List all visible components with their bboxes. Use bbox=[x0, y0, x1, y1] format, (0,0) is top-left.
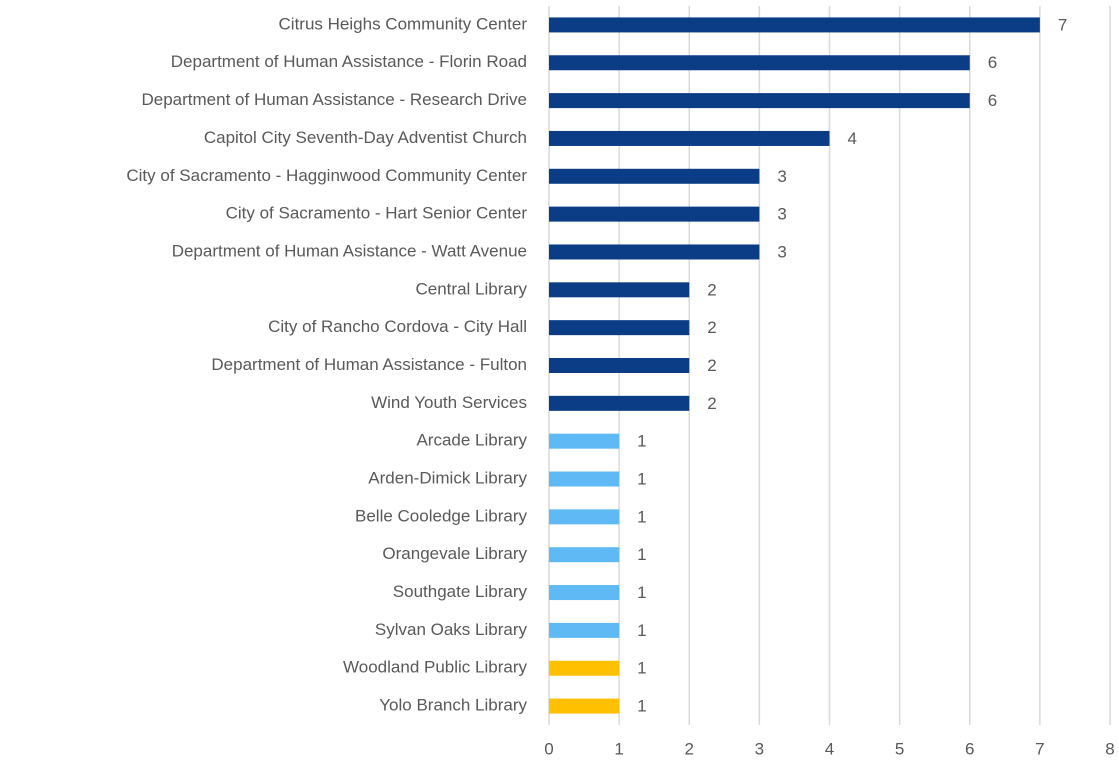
value-label: 1 bbox=[637, 583, 646, 602]
y-tick-label: Belle Cooledge Library bbox=[355, 506, 527, 525]
x-tick-label: 6 bbox=[965, 739, 974, 758]
value-label: 2 bbox=[707, 318, 716, 337]
value-label: 1 bbox=[637, 659, 646, 678]
value-label: 6 bbox=[988, 91, 997, 110]
bar bbox=[549, 660, 620, 676]
value-label: 3 bbox=[777, 242, 786, 261]
bar bbox=[549, 93, 970, 109]
y-tick-label: Department of Human Asistance - Watt Ave… bbox=[172, 241, 527, 260]
x-tick-label: 5 bbox=[895, 739, 904, 758]
bar bbox=[549, 55, 970, 71]
y-tick-label: Department of Human Assistance - Researc… bbox=[142, 90, 528, 109]
x-tick-label: 7 bbox=[1035, 739, 1044, 758]
bar bbox=[549, 547, 620, 563]
y-tick-label: Woodland Public Library bbox=[343, 658, 527, 677]
y-tick-label: Central Library bbox=[416, 279, 528, 298]
bar bbox=[549, 282, 690, 298]
y-tick-label: Capitol City Seventh-Day Adventist Churc… bbox=[204, 128, 527, 147]
bar bbox=[549, 395, 690, 411]
value-label: 1 bbox=[637, 507, 646, 526]
value-label: 1 bbox=[637, 621, 646, 640]
y-tick-label: Sylvan Oaks Library bbox=[375, 620, 528, 639]
bar bbox=[549, 168, 760, 184]
value-label: 3 bbox=[777, 167, 786, 186]
x-tick-label: 0 bbox=[544, 739, 553, 758]
x-tick-label: 1 bbox=[614, 739, 623, 758]
bar bbox=[549, 585, 620, 601]
bar bbox=[549, 509, 620, 525]
value-label: 6 bbox=[988, 53, 997, 72]
y-tick-label: Orangevale Library bbox=[382, 544, 527, 563]
value-label: 1 bbox=[637, 432, 646, 451]
value-label: 1 bbox=[637, 545, 646, 564]
bar bbox=[549, 320, 690, 336]
bar bbox=[549, 130, 830, 146]
x-tick-label: 3 bbox=[755, 739, 764, 758]
value-label: 3 bbox=[777, 205, 786, 224]
bar bbox=[549, 433, 620, 449]
y-tick-label: Department of Human Assistance - Florin … bbox=[171, 52, 527, 71]
bar bbox=[549, 17, 1040, 33]
value-label: 1 bbox=[637, 470, 646, 489]
y-tick-label: Wind Youth Services bbox=[371, 393, 527, 412]
value-label: 7 bbox=[1058, 15, 1067, 34]
value-label: 2 bbox=[707, 356, 716, 375]
value-label: 2 bbox=[707, 280, 716, 299]
bar bbox=[549, 244, 760, 260]
x-tick-label: 4 bbox=[825, 739, 834, 758]
y-tick-label: Arcade Library bbox=[416, 431, 527, 450]
bar bbox=[549, 206, 760, 222]
bar bbox=[549, 698, 620, 714]
y-tick-label: Southgate Library bbox=[393, 582, 528, 601]
x-tick-label: 8 bbox=[1105, 739, 1114, 758]
x-tick-label: 2 bbox=[685, 739, 694, 758]
y-tick-label: Arden-Dimick Library bbox=[368, 469, 527, 488]
y-tick-label: City of Sacramento - Hart Senior Center bbox=[226, 204, 528, 223]
bar bbox=[549, 471, 620, 487]
bar bbox=[549, 358, 690, 373]
y-tick-label: Department of Human Assistance - Fulton bbox=[211, 355, 527, 374]
y-tick-label: Citrus Heighs Community Center bbox=[279, 14, 528, 33]
y-tick-label: City of Rancho Cordova - City Hall bbox=[268, 317, 527, 336]
value-label: 2 bbox=[707, 394, 716, 413]
value-label: 1 bbox=[637, 697, 646, 716]
bar bbox=[549, 622, 620, 638]
value-label: 4 bbox=[848, 129, 857, 148]
y-tick-label: Yolo Branch Library bbox=[379, 696, 527, 715]
y-tick-label: City of Sacramento - Hagginwood Communit… bbox=[126, 166, 527, 185]
